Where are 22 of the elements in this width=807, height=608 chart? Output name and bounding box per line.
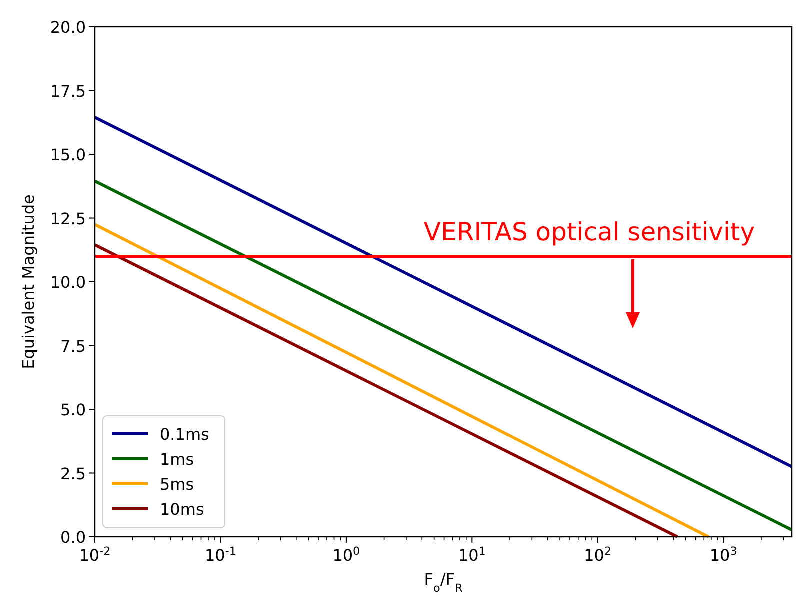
- x-tick-label: 10$^{-2}$: [79, 544, 111, 565]
- y-tick-label: 0.0: [60, 528, 86, 547]
- x-tick-label: 10$^{0}$: [332, 544, 360, 565]
- ref-line-label: VERITAS optical sensitivity: [424, 218, 756, 246]
- y-tick-label: 15.0: [50, 146, 86, 164]
- y-tick-label: 20.0: [50, 18, 86, 37]
- y-tick-label: 7.5: [60, 336, 86, 356]
- x-tick-label: 10$^{1}$: [458, 544, 486, 565]
- legend-label: 10ms: [160, 500, 204, 519]
- y-axis-title: Equivalent Magnitude: [19, 194, 38, 370]
- y-tick-label: 12.5: [50, 209, 86, 228]
- legend-label: 1ms: [160, 450, 194, 469]
- y-tick-label: 10.0: [50, 273, 86, 292]
- x-axis-title: F$_{o}$/F$_{R}$: [424, 570, 463, 594]
- legend-label: 0.1ms: [160, 425, 210, 444]
- y-tick-label: 2.5: [60, 464, 86, 484]
- legend-label: 5ms: [160, 475, 194, 494]
- x-tick-label: 10$^{3}$: [710, 544, 738, 565]
- x-tick-label: 10$^{-1}$: [204, 544, 236, 565]
- y-tick-label: 5.0: [60, 400, 86, 420]
- x-tick-label: 10$^{2}$: [584, 544, 612, 565]
- y-tick-label: 17.5: [50, 82, 86, 101]
